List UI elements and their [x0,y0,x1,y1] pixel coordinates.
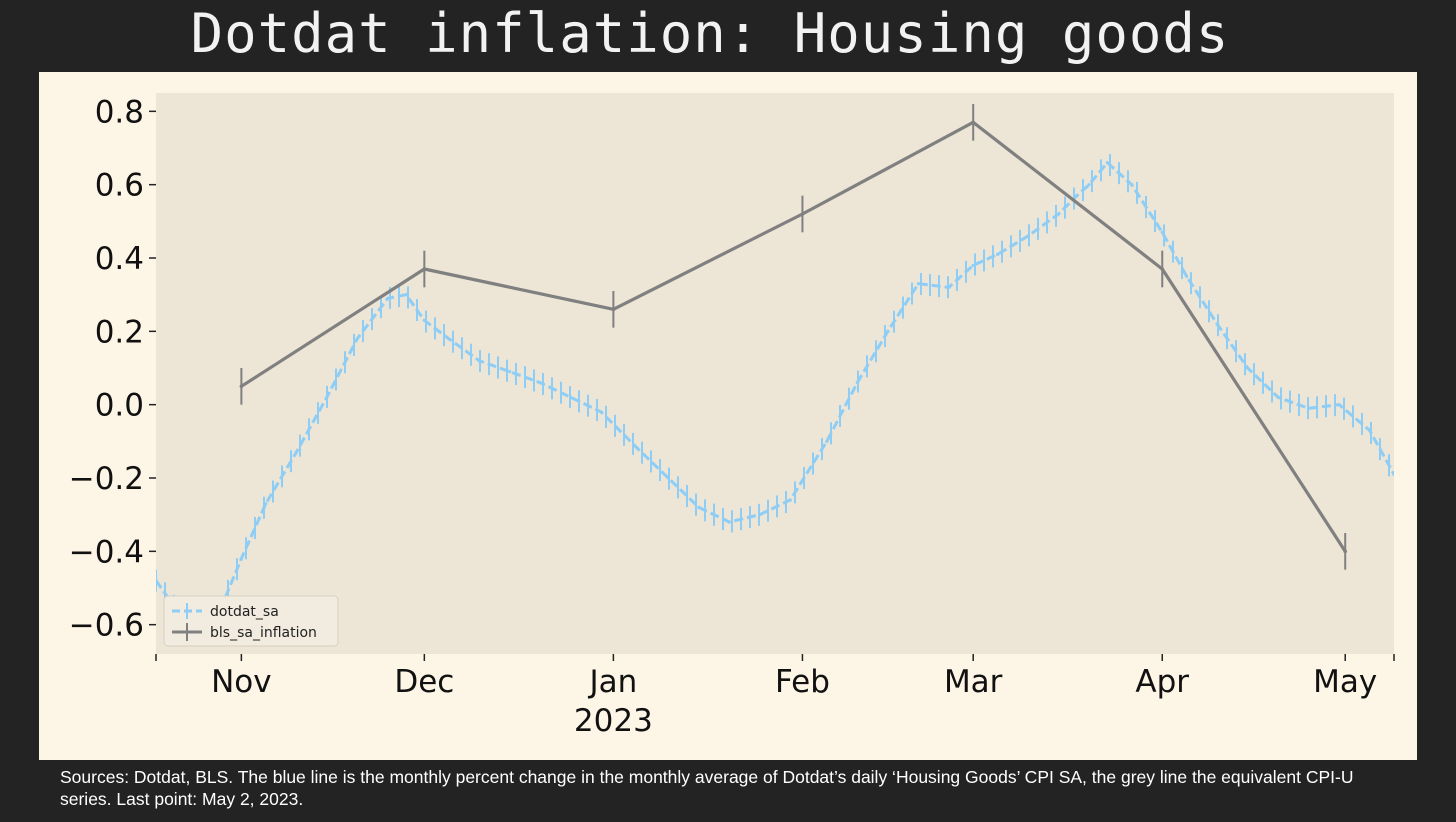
point-dotdat-sa [447,337,451,341]
point-dotdat-sa [264,502,268,506]
point-dotdat-sa [995,252,1000,256]
x-tick-label: Dec [394,664,454,700]
point-dotdat-sa [855,381,859,385]
point-dotdat-sa [788,498,792,502]
y-tick-label: −0.4 [69,534,144,570]
point-dotdat-sa [1307,406,1311,410]
point-dotdat-sa [1087,183,1091,187]
source-caption: Sources: Dotdat, BLS. The blue line is t… [60,767,1354,809]
point-dotdat-sa [538,381,542,385]
x-tick-label: Mar [944,664,1003,700]
point-dotdat-sa [1276,395,1280,399]
series-layer [156,104,1394,635]
point-dotdat-sa [1337,403,1341,407]
point-bls-sa-inflation [971,120,976,125]
y-tick-label: 0.2 [95,314,144,350]
point-dotdat-sa [697,505,701,509]
legend-label-dotdat-sa: dotdat_sa [210,604,279,620]
point-dotdat-sa [1246,366,1250,370]
point-dotdat-sa [1185,274,1189,278]
point-dotdat-sa [758,513,762,517]
point-dotdat-sa [386,296,390,300]
point-bls-sa-inflation [1343,549,1348,554]
point-bls-sa-inflation [239,384,244,389]
legend-box [163,595,339,647]
x-tick-label: Apr [1135,664,1189,700]
point-dotdat-sa [355,337,359,341]
point-dotdat-sa [325,395,329,399]
point-dotdat-sa [727,520,731,524]
y-tick-label: 0.4 [95,241,144,277]
point-dotdat-sa [599,410,603,414]
point-dotdat-sa [1105,161,1109,165]
y-tick-label: −0.2 [69,461,144,497]
point-dotdat-sa [971,263,975,267]
point-dotdat-sa [1160,230,1164,234]
point-dotdat-sa [825,439,829,443]
point-dotdat-sa [294,450,298,454]
series-line-dotdat-sa [156,161,1394,627]
point-bls-sa-inflation [1160,267,1165,271]
x-tick-year-label: 2023 [574,703,653,739]
point-dotdat-sa [422,318,426,322]
point-bls-sa-inflation [422,267,427,271]
point-dotdat-sa [1392,472,1394,476]
point-dotdat-sa [1075,194,1079,198]
point-dotdat-sa [1056,212,1061,216]
point-dotdat-sa [156,579,158,583]
chart-panel: 0.8 0.6 0.4 0.2 0.0 −0.2 −0.4 −0.6 Nov Dec Jan 2023… [39,72,1417,760]
point-dotdat-sa [239,557,243,561]
point-dotdat-sa [508,370,512,374]
x-tick-label: Nov [211,664,272,700]
axes-layer: 0.8 0.6 0.4 0.2 0.0 −0.2 −0.4 −0.6 Nov Dec Jan2023… [69,94,1395,739]
point-dotdat-sa [947,285,951,289]
x-tick-label: Feb [775,664,830,700]
point-dotdat-sa [569,395,573,399]
plot-area [156,93,1394,654]
y-tick-label: 0.8 [95,94,144,130]
point-bls-sa-inflation [611,307,616,312]
legend: dotdat_sa bls_sa_inflation [163,595,339,647]
y-tick-label: 0.0 [95,388,144,424]
point-dotdat-sa [404,293,408,297]
point-dotdat-sa [636,447,640,451]
point-dotdat-sa [916,282,920,286]
point-dotdat-sa [1130,183,1134,187]
point-bls-sa-inflation [800,212,805,216]
point-dotdat-sa [886,329,890,333]
x-tick-label: Jan [587,664,637,700]
point-dotdat-sa [1368,428,1372,432]
legend-label-bls-sa-inflation: bls_sa_inflation [210,625,317,641]
x-tick-label: May [1313,664,1377,700]
point-dotdat-sa [477,359,481,363]
chart-title: Dotdat inflation: Housing goods [190,2,1230,65]
point-dotdat-sa [1215,322,1219,326]
line-chart: 0.8 0.6 0.4 0.2 0.0 −0.2 −0.4 −0.6 Nov Dec Jan2023… [69,93,1395,739]
y-tick-label: −0.6 [69,608,144,644]
point-dotdat-sa [666,476,670,480]
y-tick-label: 0.6 [95,168,144,204]
point-dotdat-sa [1026,234,1030,238]
